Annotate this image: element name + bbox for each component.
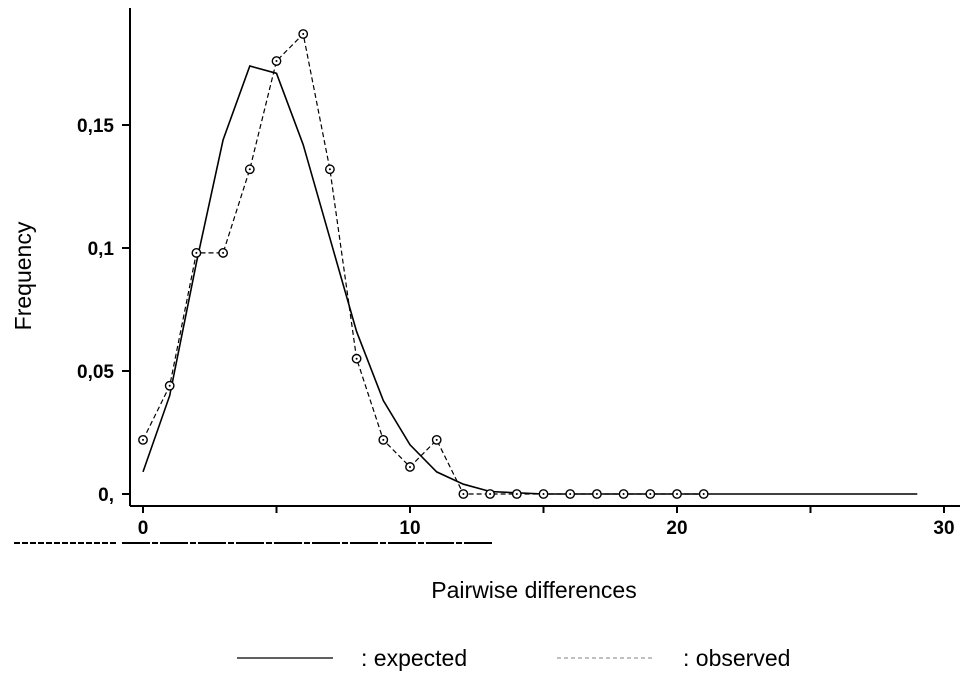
observed-point-dot xyxy=(355,357,358,360)
x-axis-title: Pairwise differences xyxy=(431,577,636,603)
observed-point-dot xyxy=(702,493,705,495)
observed-series-line xyxy=(142,32,704,495)
x-tick-label: 30 xyxy=(933,518,954,539)
observed-point-dot xyxy=(168,384,171,387)
observed-point-dot xyxy=(302,32,305,35)
y-tick-label: 0, xyxy=(98,485,114,506)
observed-point-dot xyxy=(595,493,598,495)
expected-series-line xyxy=(142,65,918,495)
x-tick-label: 0 xyxy=(138,518,149,539)
x-axis-ticks: 0 10 20 30 xyxy=(138,506,955,539)
y-tick-label: 0,1 xyxy=(88,239,115,260)
observed-point-dot xyxy=(195,251,198,254)
legend: : expected : observed xyxy=(237,645,790,671)
y-tick-label: 0,15 xyxy=(77,116,114,137)
observed-point-dot xyxy=(328,168,331,171)
x-tick-label: 10 xyxy=(399,518,420,539)
observed-point-dot xyxy=(649,493,652,495)
observed-point-dot xyxy=(676,493,678,495)
y-tick-label: 0,05 xyxy=(77,362,114,383)
plot-frame xyxy=(129,8,960,507)
observed-point-dot xyxy=(275,60,278,63)
y-axis-ticks: 0, 0,05 0,1 0,15 xyxy=(77,116,130,506)
observed-point-dot xyxy=(382,438,385,441)
observed-point-dot xyxy=(515,493,518,495)
observed-point-dot xyxy=(622,493,625,495)
observed-point-dot xyxy=(489,493,492,495)
observed-point-dot xyxy=(409,465,411,468)
observed-point-dot xyxy=(462,493,465,495)
observed-point-dot xyxy=(142,438,144,441)
observed-point-dot xyxy=(222,251,225,254)
observed-point-dot xyxy=(542,493,545,495)
series-layer xyxy=(138,29,918,499)
legend-observed-label: : observed xyxy=(683,645,790,671)
observed-point-dot xyxy=(569,493,572,495)
x-tick-label: 20 xyxy=(666,518,687,539)
observed-point-dot xyxy=(248,168,251,171)
observed-point-dot xyxy=(435,438,438,441)
legend-expected-label: : expected xyxy=(361,645,467,671)
y-axis-title: Frequency xyxy=(10,221,36,330)
